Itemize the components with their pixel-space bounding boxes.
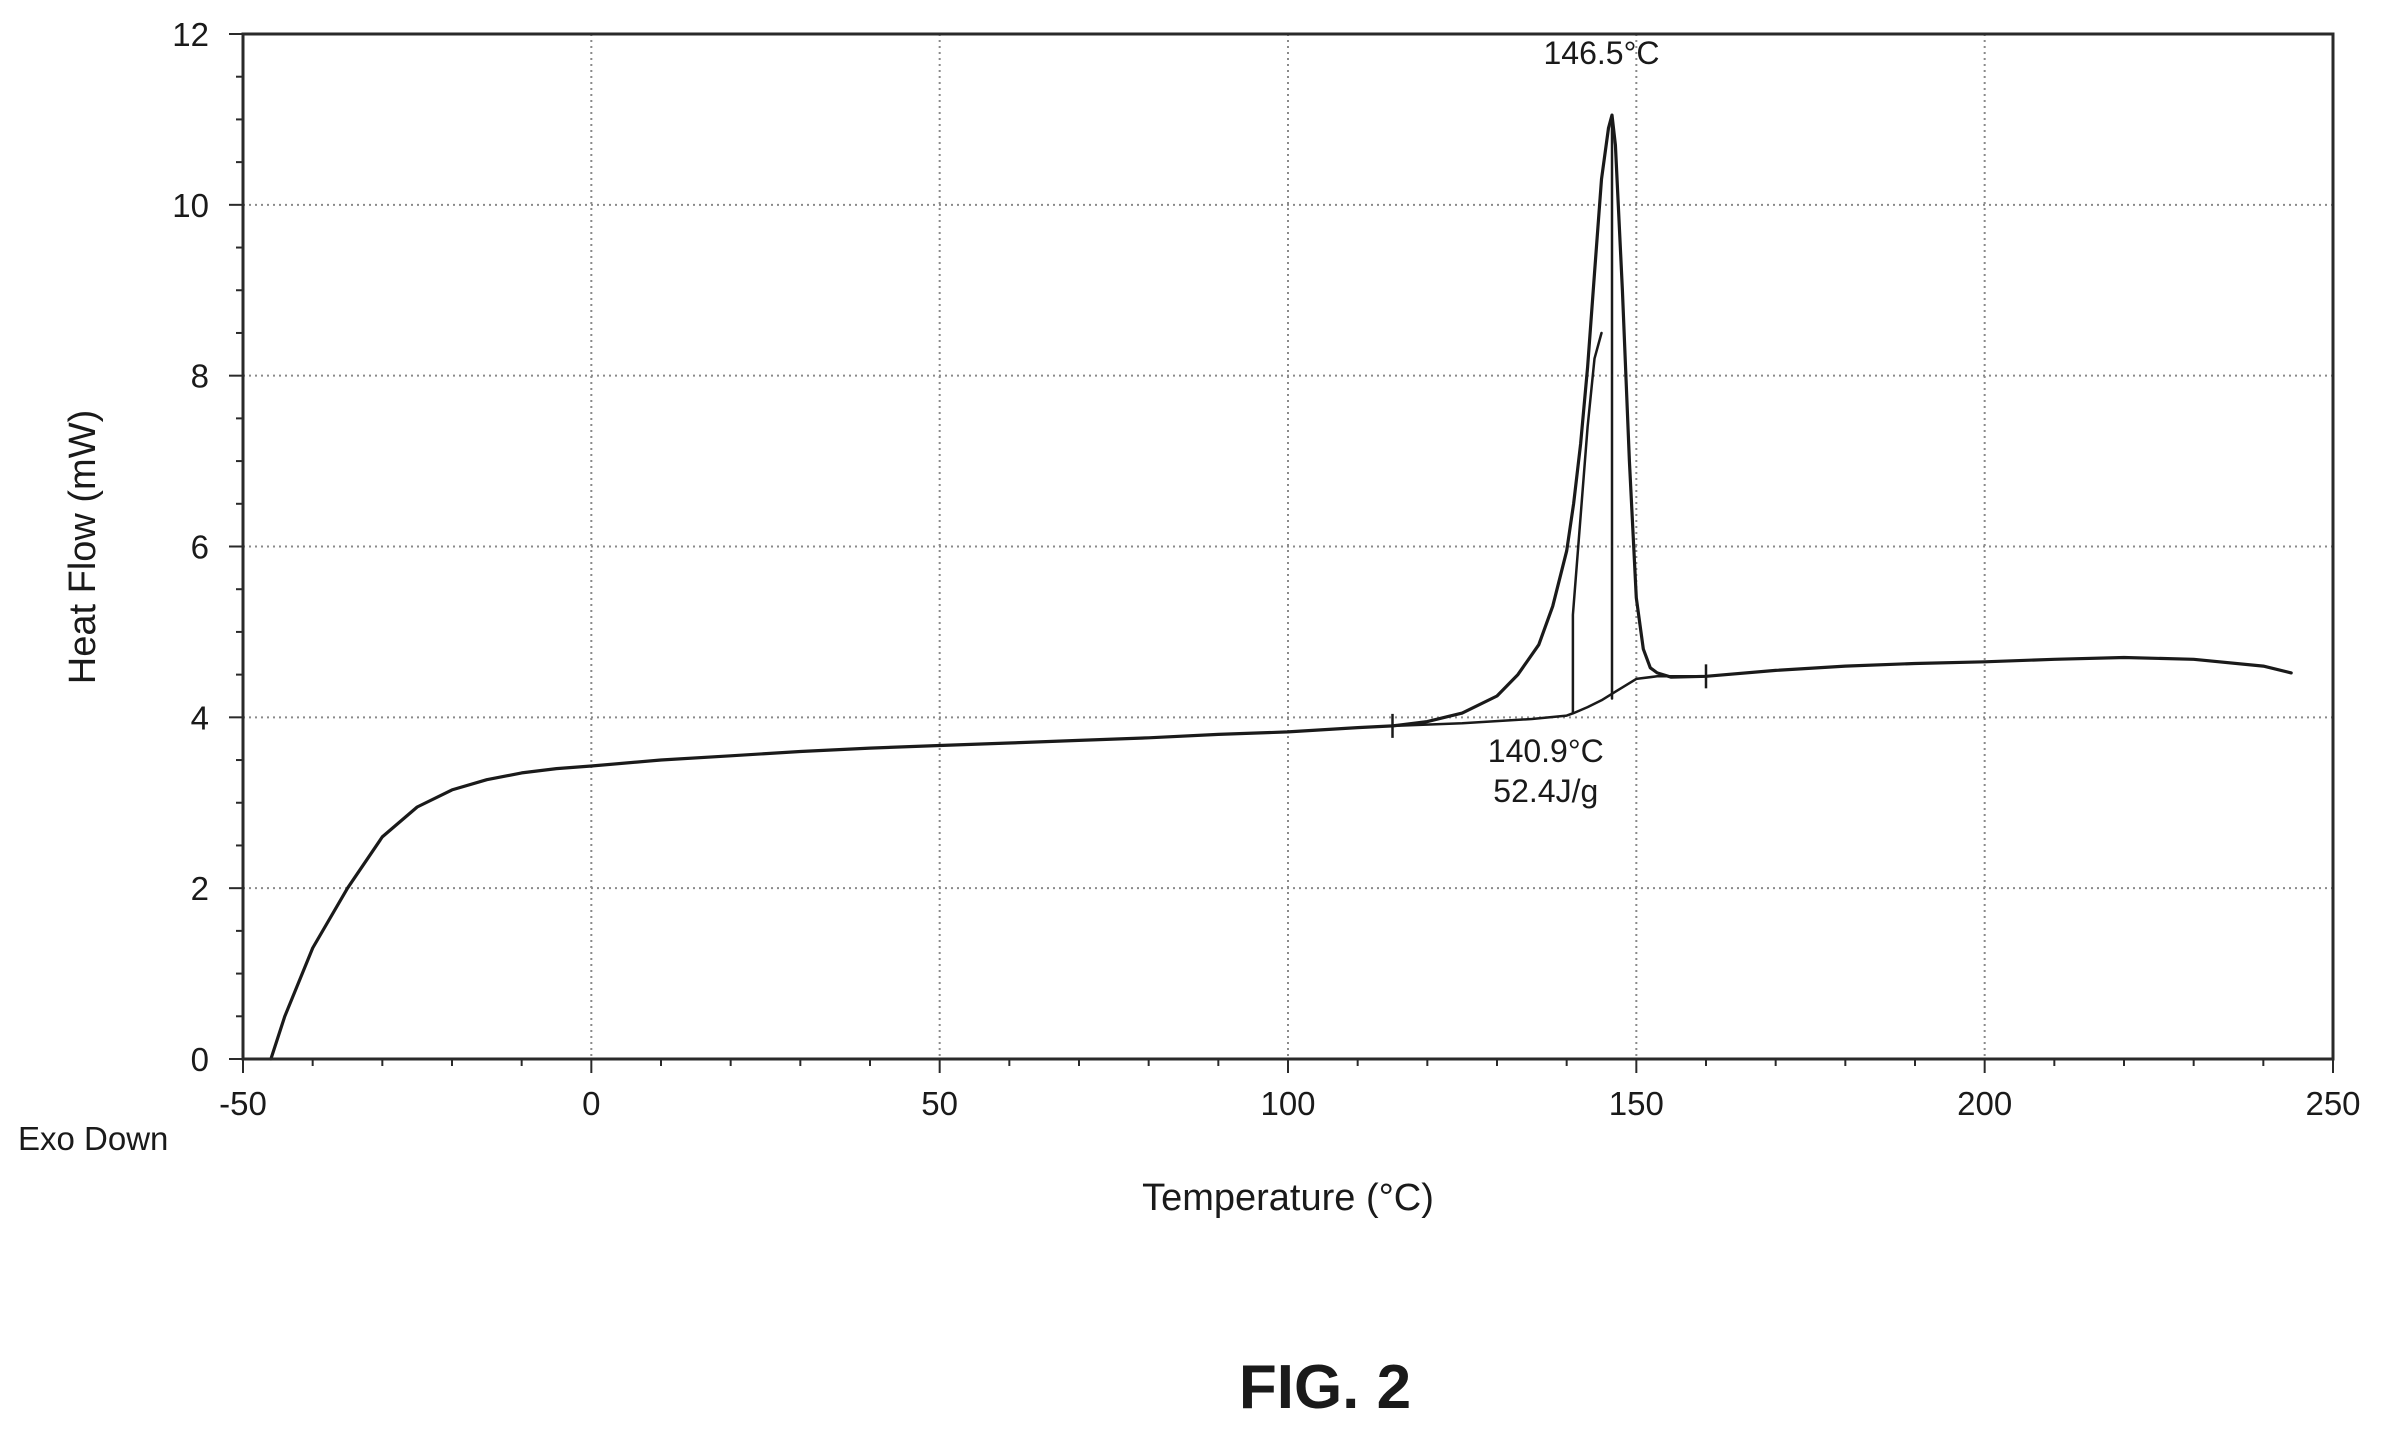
x-tick-label: 0	[582, 1085, 600, 1122]
plot-data	[269, 113, 2293, 1061]
x-tick-label: 150	[1609, 1085, 1664, 1122]
heat-flow-curve	[269, 113, 2293, 1061]
y-tick-label: 4	[191, 699, 209, 736]
annotation-line: 140.9°C	[1488, 733, 1604, 769]
annotation-line: 146.5°C	[1544, 35, 1660, 71]
peak-annotation: 140.9°C 52.4J/g	[1488, 733, 1604, 809]
x-tick-label: 250	[2305, 1085, 2360, 1122]
axis-ticks	[229, 33, 2334, 1073]
peak-annotation: 146.5°C	[1544, 35, 1660, 71]
x-tick-label: 200	[1957, 1085, 2012, 1122]
integration-baseline	[1391, 675, 1708, 728]
annotations: 146.5°C 140.9°C 52.4J/g	[1488, 35, 1660, 809]
y-tick-label: 2	[191, 870, 209, 907]
y-tick-label: 0	[191, 1041, 209, 1078]
onset-tangent-line	[1571, 331, 1603, 715]
x-tick-label: 50	[921, 1085, 958, 1122]
tick-labels: -50 0 50 100 150 200 250 0 2 4 6 8 10 12	[172, 16, 2360, 1122]
y-tick-label: 6	[191, 529, 209, 566]
plot-frame	[241, 32, 2335, 1061]
y-axis-title: Heat Flow (mW)	[62, 410, 104, 684]
gridlines	[243, 34, 2333, 1059]
x-tick-label: -50	[219, 1085, 267, 1122]
exo-down-label: Exo Down	[18, 1120, 168, 1157]
y-tick-label: 10	[172, 187, 209, 224]
y-tick-label: 12	[172, 16, 209, 53]
x-tick-label: 100	[1260, 1085, 1315, 1122]
y-tick-label: 8	[191, 358, 209, 395]
x-axis-title: Temperature (°C)	[1142, 1177, 1434, 1219]
figure-caption: FIG. 2	[1239, 1353, 1411, 1422]
annotation-line: 52.4J/g	[1493, 773, 1598, 809]
